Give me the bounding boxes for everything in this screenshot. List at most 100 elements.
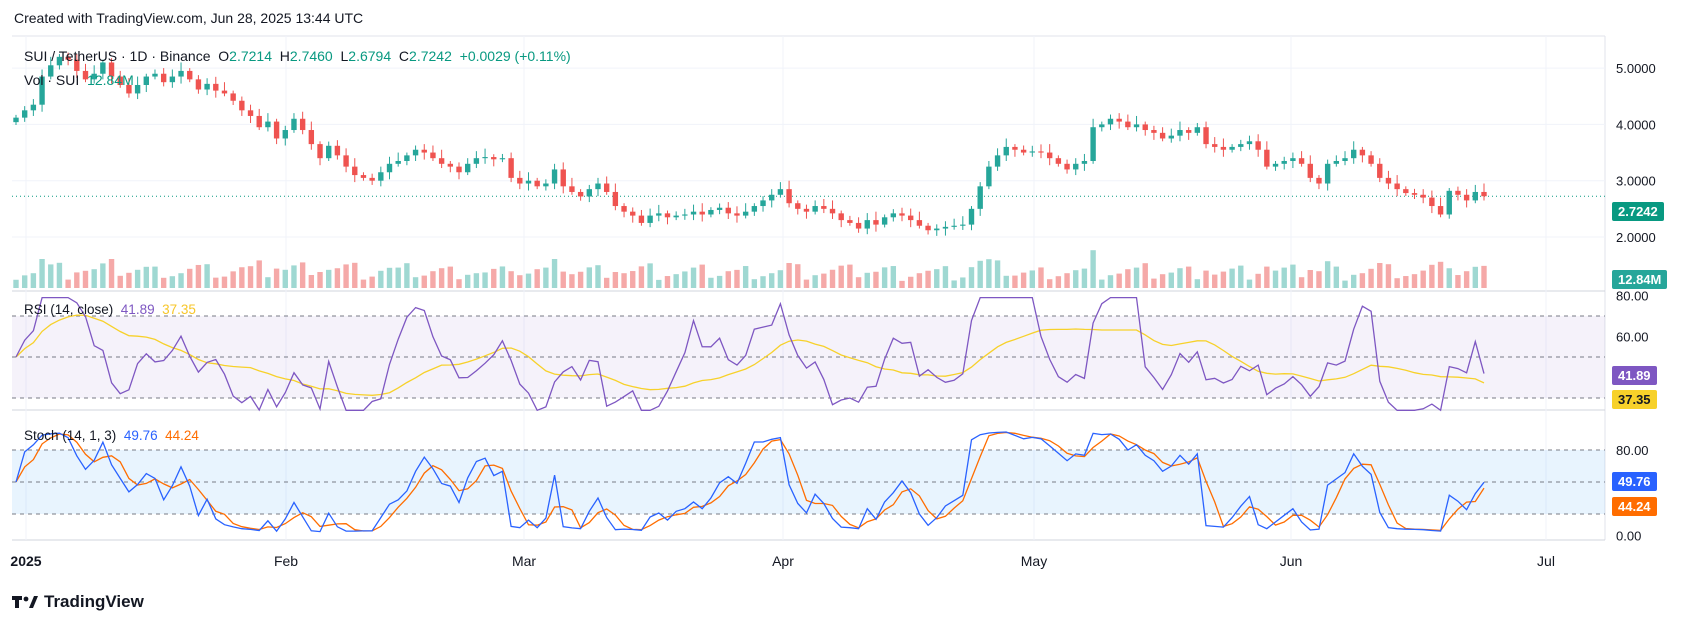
volume-bar — [74, 272, 80, 288]
tradingview-logo[interactable]: TradingView — [12, 592, 144, 612]
volume-bar — [942, 266, 949, 288]
time-tick-label: May — [1021, 553, 1047, 569]
volume-bar — [829, 269, 836, 288]
volume-bar — [352, 262, 358, 288]
volume-bar — [742, 266, 749, 288]
volume-bar — [108, 259, 115, 288]
volume-bar — [1272, 270, 1279, 288]
candle-body — [187, 70, 193, 80]
volume-bar — [838, 265, 844, 288]
volume-bar — [1394, 278, 1400, 288]
candle-body — [1046, 152, 1053, 159]
candle-body — [1212, 144, 1218, 147]
tradingview-logo-icon — [12, 596, 38, 608]
stoch-d-tag: 44.24 — [1612, 497, 1657, 516]
volume-bar — [1159, 274, 1166, 288]
candle-body — [317, 144, 323, 159]
open-value: 2.7214 — [229, 48, 272, 64]
volume-bar — [508, 271, 514, 288]
candle-body — [1333, 160, 1340, 164]
volume-legend[interactable]: Vol · SUI 12.84M — [24, 72, 134, 88]
candle-body — [1420, 194, 1426, 198]
candle-body — [65, 56, 71, 60]
volume-bar — [716, 275, 723, 288]
volume-bar — [13, 279, 19, 288]
volume-bar — [1133, 267, 1140, 288]
volume-bar — [664, 276, 671, 288]
volume-bar — [21, 275, 28, 288]
volume-bar — [239, 267, 245, 288]
candle-body — [543, 183, 549, 187]
candle-body — [13, 117, 19, 123]
candle-body — [751, 206, 758, 212]
candle-body — [100, 62, 106, 74]
volume-bar — [786, 263, 792, 288]
candle-body — [1455, 190, 1461, 195]
price-tick-label: 2.0000 — [1616, 230, 1656, 245]
candle-body — [256, 115, 262, 128]
candle-body — [82, 70, 89, 80]
candle-body — [829, 208, 836, 214]
rsi-label: RSI (14, close) — [24, 302, 114, 317]
volume-bar — [1229, 268, 1235, 288]
volume-bar — [56, 262, 63, 288]
volume-bar — [1081, 268, 1088, 288]
time-tick-label: 2025 — [10, 553, 41, 569]
candle-body — [456, 166, 462, 173]
candle-body — [525, 180, 532, 184]
volume-value: 12.84M — [87, 72, 134, 88]
volume-bar — [699, 264, 705, 288]
volume-bar — [386, 267, 393, 288]
rsi-ma-line — [15, 314, 1485, 396]
volume-bar — [464, 274, 471, 288]
rsi-line — [15, 296, 1485, 412]
stoch-pane — [12, 431, 1605, 533]
candle-body — [160, 73, 167, 83]
volume-bar — [1446, 268, 1452, 288]
candle-body — [560, 169, 566, 187]
volume-bar — [317, 272, 323, 288]
axes: 5.0000 4.0000 3.0000 2.0000 2025 Feb Mar Apr May… — [10, 61, 1655, 569]
volume-bar — [647, 263, 653, 288]
rsi-legend[interactable]: RSI (14, close) 41.89 37.35 — [24, 302, 196, 317]
volume-bar — [751, 279, 758, 288]
volume-bar — [1125, 269, 1131, 288]
stoch-tick-label: 80.00 — [1616, 443, 1649, 458]
candle-body — [1342, 158, 1348, 161]
volume-bar — [30, 273, 37, 288]
candle-body — [464, 163, 471, 173]
volume-bar — [690, 267, 697, 288]
volume-bar — [1142, 263, 1148, 288]
candle-body — [1298, 158, 1305, 164]
candle-body — [673, 215, 679, 218]
volume-bar — [1194, 279, 1201, 288]
created-caption: Created with TradingView.com, Jun 28, 20… — [14, 10, 364, 26]
volume-bar — [378, 270, 384, 288]
volume-bar — [534, 269, 540, 288]
volume-bar — [656, 279, 662, 288]
candle-body — [178, 70, 184, 77]
volume-bar — [299, 262, 306, 288]
candle-body — [134, 84, 141, 94]
volume-bar — [986, 259, 992, 288]
stoch-legend[interactable]: Stoch (14, 1, 3) 49.76 44.24 — [24, 428, 199, 443]
volume-bar — [126, 272, 132, 288]
candle-body — [1168, 135, 1174, 139]
candle-body — [499, 158, 506, 160]
candle-body — [152, 73, 158, 77]
candle-body — [986, 166, 992, 187]
candle-body — [1203, 127, 1209, 145]
candle-body — [760, 200, 766, 207]
price-tick-label: 5.0000 — [1616, 61, 1656, 76]
candle-body — [1394, 183, 1400, 190]
volume-bar — [551, 259, 558, 288]
volume-bar — [873, 271, 879, 288]
volume-bar — [1012, 275, 1018, 288]
candle-body — [994, 155, 1001, 167]
symbol-legend[interactable]: SUI / TetherUS · 1D · Binance O2.7214 H2… — [24, 48, 571, 64]
candle-body — [881, 217, 888, 225]
rsi-tick-label: 80.00 — [1616, 289, 1649, 304]
volume-bar — [1411, 274, 1418, 288]
candle-body — [247, 110, 254, 116]
